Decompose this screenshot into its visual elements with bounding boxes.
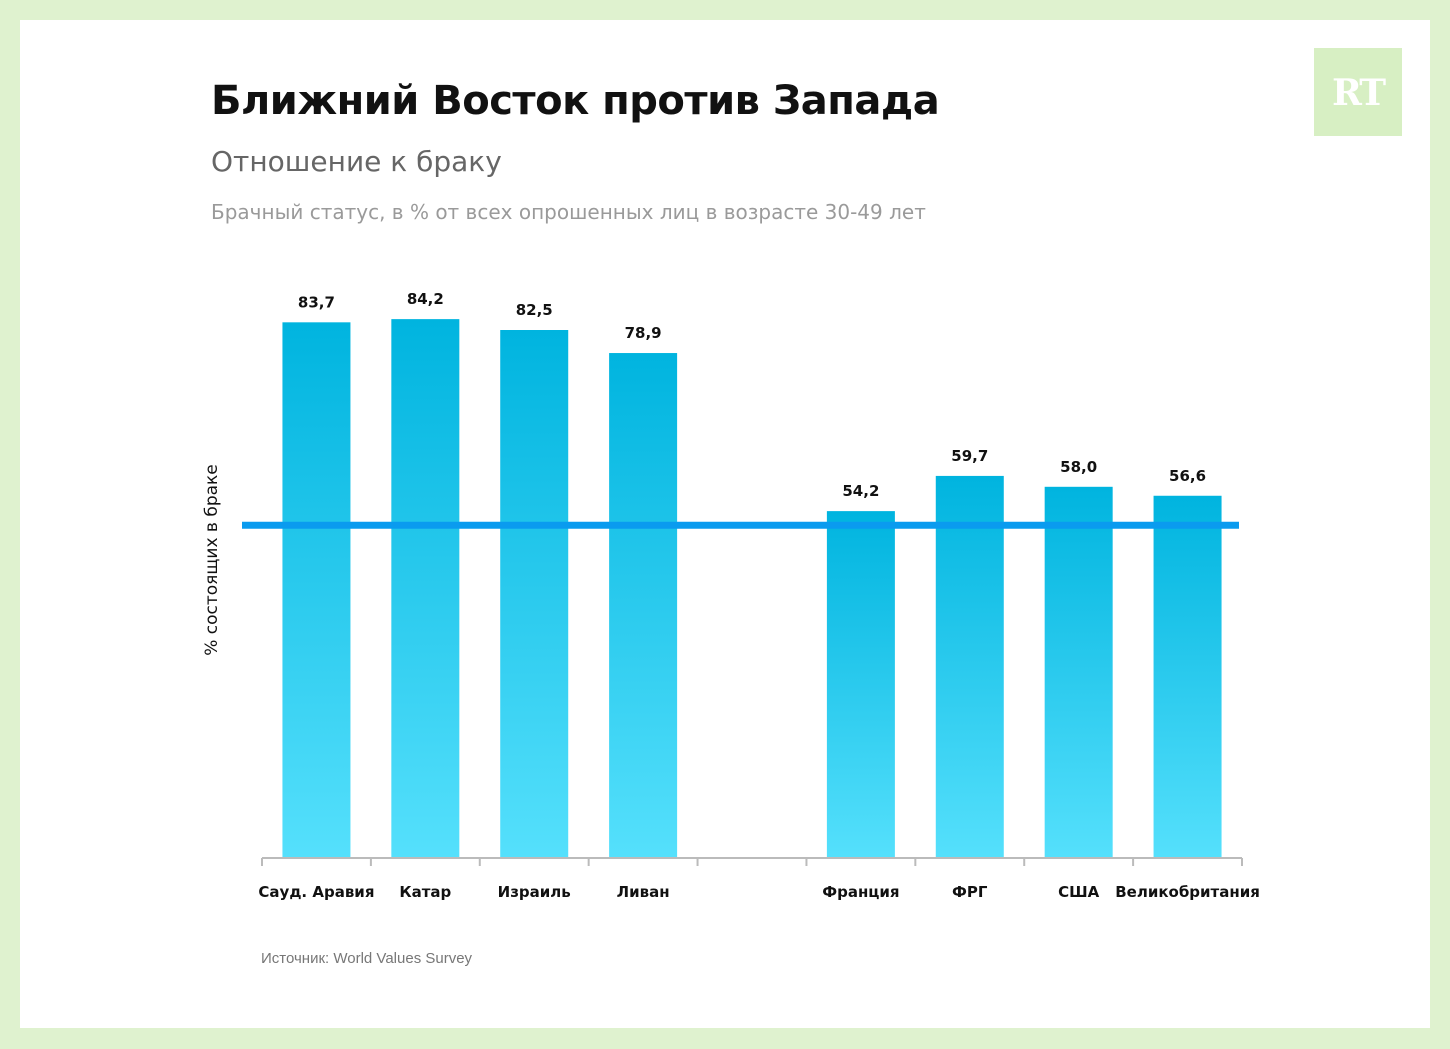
bar (935, 475, 1004, 858)
bar (500, 330, 569, 858)
bar-value-label: 56,6 (1169, 467, 1206, 485)
chart-subtitle: Отношение к браку (211, 145, 502, 178)
bar-value-label: 78,9 (625, 324, 662, 342)
chart-description: Брачный статус, в % от всех опрошенных л… (211, 200, 926, 224)
x-tick-label: США (1058, 883, 1100, 901)
bar-value-label: 59,7 (951, 447, 988, 465)
bar (1153, 495, 1222, 858)
bar-value-label: 82,5 (516, 301, 553, 319)
x-tick-label: Катар (399, 883, 451, 901)
x-tick-label: Франция (822, 883, 899, 901)
bar-value-label: 54,2 (842, 482, 879, 500)
bar (1044, 486, 1113, 858)
bar-value-label: 83,7 (298, 293, 335, 311)
bar (826, 511, 895, 858)
x-tick-label: Сауд. Аравия (258, 883, 374, 901)
x-tick-label: Великобритания (1115, 883, 1260, 901)
bar-value-label: 84,2 (407, 290, 444, 308)
rt-logo-text: RT (1332, 72, 1386, 114)
bar (282, 322, 351, 858)
source-note: Источник: World Values Survey (261, 950, 473, 967)
chart-title: Ближний Восток против Запада (211, 78, 940, 124)
x-tick-label: Ливан (617, 883, 670, 901)
x-tick-label: Израиль (498, 883, 571, 901)
bar-value-label: 58,0 (1060, 458, 1097, 476)
bar (609, 353, 678, 858)
x-tick-label: ФРГ (952, 883, 988, 901)
bar (391, 319, 460, 858)
rt-logo: RT (1314, 48, 1402, 136)
